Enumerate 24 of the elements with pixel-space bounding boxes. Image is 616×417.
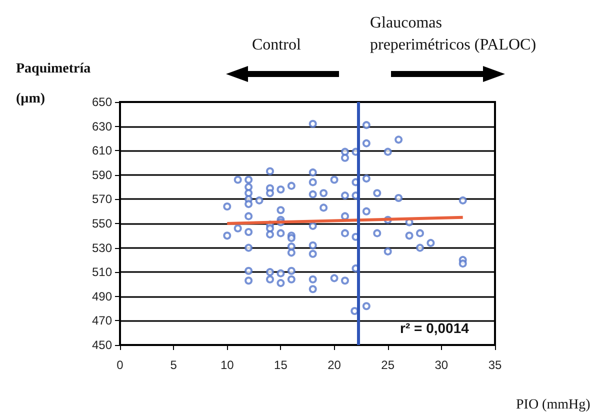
- y-tick-label: 570: [92, 192, 112, 206]
- x-tick-label: 15: [274, 358, 288, 372]
- x-axis-title: PIO (mmHg): [516, 398, 591, 412]
- y-tick-label: 630: [92, 119, 112, 134]
- y-tick-label: 450: [92, 338, 112, 352]
- y-axis-title: Paquimetría (µm): [16, 62, 91, 106]
- y-tick-label: 490: [92, 289, 112, 304]
- y-tick-label: 510: [92, 265, 112, 280]
- x-tick-label: 5: [170, 358, 178, 372]
- x-tick-label: 10: [220, 358, 234, 372]
- x-tick-label: 25: [381, 358, 395, 372]
- x-tick-label: 30: [434, 358, 448, 372]
- annotation: r² = 0,0014: [400, 320, 470, 336]
- y-tick-label: 590: [92, 168, 112, 182]
- text: Glaucomas preperimétricos (PALOC): [370, 14, 536, 54]
- y-tick-label: 550: [92, 216, 112, 230]
- x-tick-label: 0: [116, 358, 124, 372]
- x-tick-label: 35: [488, 358, 502, 372]
- y-tick-label: 530: [92, 240, 112, 255]
- y-tick-label: 470: [92, 314, 112, 328]
- text: Control: [252, 36, 302, 54]
- x-tick-label: 20: [328, 358, 342, 372]
- y-tick-label: 610: [92, 144, 112, 158]
- y-tick-label: 650: [92, 95, 112, 109]
